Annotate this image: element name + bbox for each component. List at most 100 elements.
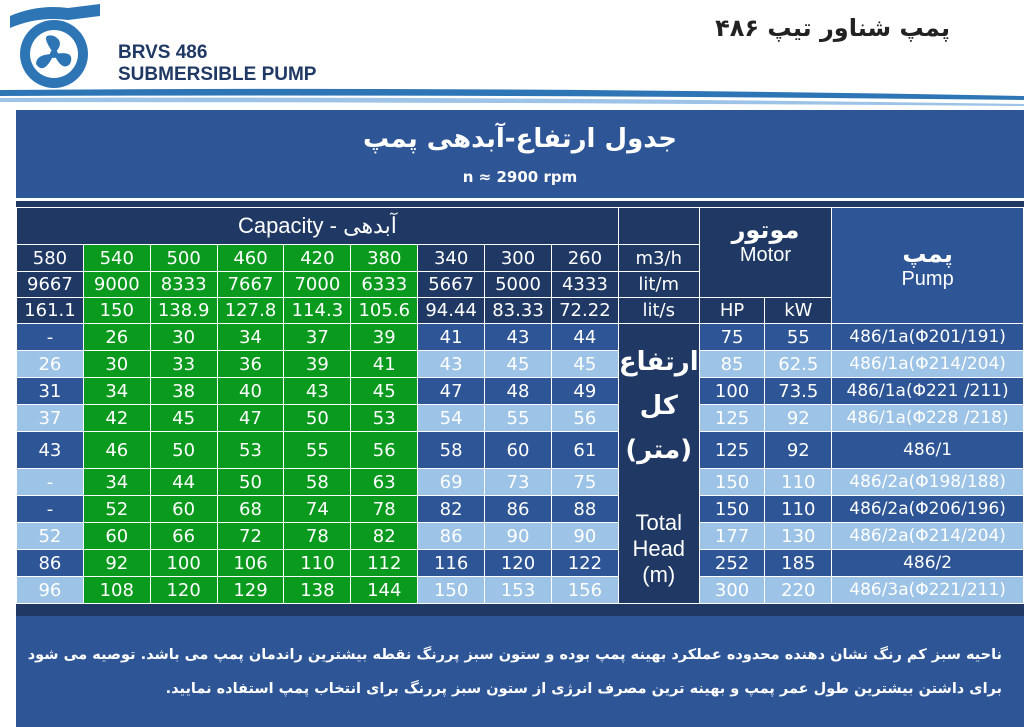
head-value-cell: 45: [550, 350, 619, 378]
total-head-label: ارتفاع کل (متر) Total Head (m): [617, 323, 700, 604]
m3h-cell: 420: [283, 244, 352, 272]
head-value-cell: 46: [82, 431, 151, 469]
head-value-cell: 50: [283, 404, 352, 432]
head-value-cell: 48: [484, 377, 552, 405]
head-value-cell: 44: [149, 468, 218, 496]
head-value-cell: 73: [484, 468, 552, 496]
head-value-cell: 31: [16, 377, 84, 405]
head-value-cell: 92: [82, 549, 151, 577]
litm-cell: 4333: [550, 271, 619, 298]
head-value-cell: 54: [417, 404, 486, 432]
head-value-cell: 106: [216, 549, 285, 577]
hp-cell: 125: [698, 431, 766, 469]
hp-cell: 252: [698, 549, 766, 577]
litm-cell: 9000: [82, 271, 151, 298]
head-value-cell: 74: [283, 495, 352, 523]
pump-cell: 486/1a(Φ228 /218): [831, 404, 1024, 432]
head-value-cell: 108: [82, 576, 151, 604]
head-value-cell: 43: [16, 431, 84, 469]
litm-cell: 7667: [216, 271, 285, 298]
kw-cell: 185: [764, 549, 833, 577]
pump-cell: 486/2a(Φ198/188): [831, 468, 1024, 496]
head-capacity-table: Capacity - آبدهی موتور Motor پمپ Pump 58…: [16, 207, 1024, 604]
kw-cell: 220: [764, 576, 833, 604]
table-title-box: جدول ارتفاع-آبدهی پمپ n ≈ 2900 rpm: [16, 110, 1024, 201]
rpm-label: n ≈ 2900 rpm: [462, 168, 578, 186]
head-value-cell: 96: [16, 576, 84, 604]
head-value-cell: 129: [216, 576, 285, 604]
kw-cell: 130: [764, 522, 833, 550]
kw-cell: 55: [764, 323, 833, 351]
m3h-cell: 460: [216, 244, 285, 272]
head-value-cell: 41: [417, 323, 486, 351]
head-value-cell: 34: [216, 323, 285, 351]
head-value-cell: 39: [350, 323, 419, 351]
head-value-cell: -: [16, 468, 84, 496]
head-value-cell: 52: [16, 522, 84, 550]
head-value-cell: 30: [82, 350, 151, 378]
hp-cell: 75: [698, 323, 766, 351]
table-title: جدول ارتفاع-آبدهی پمپ: [363, 124, 677, 154]
total-head-text: Head: [632, 535, 686, 561]
head-value-cell: 43: [283, 377, 352, 405]
head-value-cell: 78: [350, 495, 419, 523]
head-value-cell: 75: [550, 468, 619, 496]
pump-cell: 486/1a(Φ221 /211): [831, 377, 1024, 405]
lits-cell: 72.22: [550, 297, 619, 324]
head-value-cell: 47: [417, 377, 486, 405]
total-head-text: (متر): [625, 434, 693, 465]
m3h-cell: 540: [82, 244, 151, 272]
head-value-cell: 34: [82, 468, 151, 496]
total-head-text: کل: [639, 390, 678, 421]
head-value-cell: 53: [350, 404, 419, 432]
head-value-cell: 82: [417, 495, 486, 523]
unit-litm: lit/m: [617, 271, 700, 298]
head-value-cell: 40: [216, 377, 285, 405]
lits-cell: 138.9: [149, 297, 218, 324]
kw-cell: 73.5: [764, 377, 833, 405]
head-value-cell: 43: [484, 323, 552, 351]
brand-line-2: SUBMERSIBLE PUMP: [118, 64, 317, 85]
head-value-cell: 50: [216, 468, 285, 496]
head-value-cell: 52: [82, 495, 151, 523]
head-value-cell: 72: [216, 522, 285, 550]
kw-cell: 92: [764, 404, 833, 432]
head-value-cell: 38: [149, 377, 218, 405]
pump-cell: 486/1a(Φ214/204): [831, 350, 1024, 378]
head-value-cell: 45: [350, 377, 419, 405]
data-rows: -26 30 34 37 39 41 43 44 ارتفاع کل (متر) Total Head(…: [16, 323, 1024, 604]
table-row: 43 46 50 53 55 56 58 60 61 125 92 486/1: [16, 431, 1024, 469]
m3h-cell: 260: [550, 244, 619, 272]
litm-cell: 5667: [417, 271, 486, 298]
litm-cell: 5000: [484, 271, 552, 298]
head-value-cell: 56: [350, 431, 419, 469]
head-value-cell: 116: [417, 549, 486, 577]
table-row: 52 60 66 72 78 82 86 90 90 177 130 486/2a(Φ214/204): [16, 522, 1024, 550]
head-value-cell: 153: [484, 576, 552, 604]
page-header: BRVS 486 SUBMERSIBLE PUMP پمپ شناور تیپ …: [0, 0, 1024, 106]
kw-cell: 62.5: [764, 350, 833, 378]
head-value-cell: 60: [484, 431, 552, 469]
head-value-cell: 68: [216, 495, 285, 523]
brand-line-1: BRVS 486: [118, 42, 208, 63]
head-value-cell: 144: [350, 576, 419, 604]
head-value-cell: 36: [216, 350, 285, 378]
m3h-cell: 380: [350, 244, 419, 272]
table-row: -52 60 68 74 78 82 86 88 150 110 486/2a(Φ206/196): [16, 495, 1024, 523]
head-value-cell: 120: [484, 549, 552, 577]
hp-cell: 300: [698, 576, 766, 604]
table-row: 37 42 45 47 50 53 54 55 56 125 92 486/1a(Φ228 /218): [16, 404, 1024, 432]
head-value-cell: 55: [283, 431, 352, 469]
head-value-cell: 110: [283, 549, 352, 577]
header-swoosh: [0, 88, 1024, 106]
head-value-cell: 58: [283, 468, 352, 496]
head-value-cell: 100: [149, 549, 218, 577]
table-row: 96 108 120 129 138 144 150 153 156 300 220 486/3a(Φ…: [16, 576, 1024, 604]
head-value-cell: 60: [82, 522, 151, 550]
table-row: 26 30 33 36 39 41 43 45 45 85 62.5 486/1a(Φ214/204): [16, 350, 1024, 378]
head-value-cell: 26: [16, 350, 84, 378]
lits-cell: 127.8: [216, 297, 285, 324]
litm-cell: 7000: [283, 271, 352, 298]
head-value-cell: 61: [550, 431, 619, 469]
unit-m3h: m3/h: [617, 244, 700, 272]
